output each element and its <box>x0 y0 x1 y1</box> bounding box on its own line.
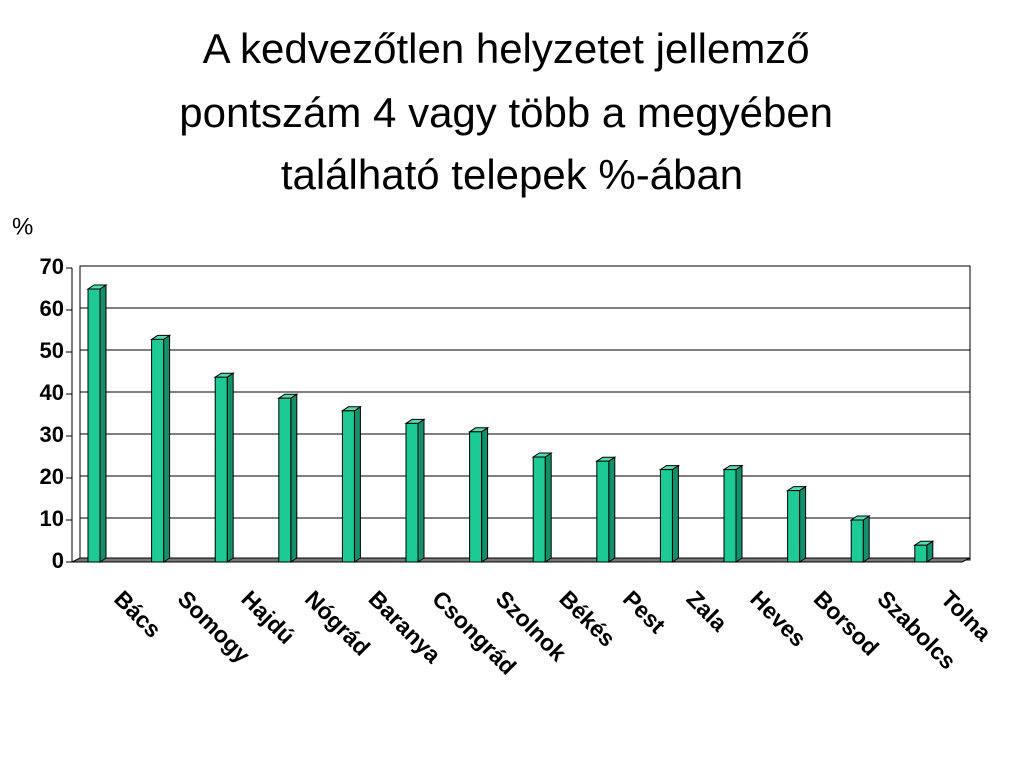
title-line: található telepek %-ában <box>281 151 743 198</box>
x-tick-label: Zala <box>682 585 733 636</box>
bar-side <box>481 426 489 563</box>
bar <box>87 288 101 563</box>
x-tick-label: Borsod <box>809 585 884 660</box>
y-tick-label: 30 <box>40 422 64 447</box>
bar-side <box>544 452 552 563</box>
bar-side <box>608 456 616 563</box>
bar <box>151 338 165 563</box>
x-tick-label: Nógrád <box>300 585 375 660</box>
y-tick-label: 10 <box>40 506 64 531</box>
bar <box>341 410 355 563</box>
bar <box>214 376 228 563</box>
y-tick-label: 40 <box>40 380 64 405</box>
bar-side <box>799 485 807 563</box>
bar <box>659 469 673 563</box>
bar-side <box>353 405 361 563</box>
bar-side <box>163 334 171 563</box>
title-line: A kedvezőtlen helyzetet jellemző <box>203 25 810 72</box>
bar <box>532 456 546 563</box>
bar <box>723 469 737 563</box>
bar <box>787 490 801 563</box>
y-tick-label: 70 <box>40 254 64 279</box>
bar-side <box>735 464 743 563</box>
bar-side <box>290 393 298 563</box>
bar <box>914 544 928 563</box>
chart-title: A kedvezőtlen helyzetet jellemző pontszá… <box>179 25 844 198</box>
x-tick-label: Tolna <box>936 585 997 646</box>
x-tick-label: Pest <box>618 585 671 638</box>
y-tick-label: 50 <box>40 338 64 363</box>
bar <box>469 431 483 563</box>
bar-side <box>99 284 107 563</box>
y-axis-label: % <box>12 213 33 240</box>
bar <box>596 460 610 563</box>
y-tick-label: 0 <box>52 548 64 573</box>
floor <box>71 557 971 563</box>
bar <box>405 422 419 563</box>
bar-side <box>671 464 679 563</box>
bar-side <box>226 372 234 563</box>
y-tick-label: 60 <box>40 296 64 321</box>
bar-side <box>862 515 870 563</box>
bar-side <box>417 418 425 563</box>
x-tick-label: Bács <box>109 585 166 642</box>
plot-wall <box>79 265 971 561</box>
title-line: pontszám 4 vagy több a megyében <box>179 89 833 136</box>
x-tick-label: Heves <box>745 585 811 651</box>
y-tick-label: 20 <box>40 464 64 489</box>
bar <box>278 397 292 563</box>
bar <box>850 519 864 563</box>
